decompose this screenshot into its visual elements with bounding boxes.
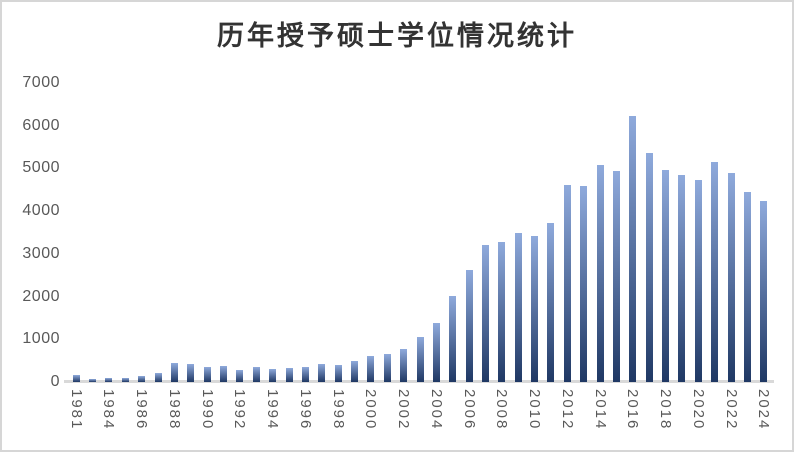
- bar: [334, 364, 342, 382]
- bar: [743, 191, 751, 382]
- bar: [481, 244, 489, 382]
- y-axis-tick-label: 3000: [22, 244, 60, 262]
- x-axis-tick-label: 1988: [165, 389, 183, 431]
- x-axis-tick-label: 2008: [493, 389, 511, 431]
- bar: [89, 378, 97, 382]
- y-axis-tick-label: 6000: [22, 116, 60, 134]
- bar: [465, 270, 473, 382]
- x-axis-tick-label: 2000: [362, 389, 380, 431]
- bar: [711, 162, 719, 382]
- bar: [596, 165, 604, 382]
- chart-title: 历年授予硕士学位情况统计: [217, 21, 577, 52]
- bar: [432, 322, 440, 382]
- bar: [760, 201, 768, 382]
- x-axis-tick-label: 1996: [296, 389, 314, 431]
- bar: [662, 169, 670, 382]
- bar: [203, 366, 211, 382]
- x-axis-tick-label: 1984: [100, 389, 118, 431]
- bar: [121, 377, 129, 382]
- bar: [187, 364, 195, 382]
- x-axis-tick-label: 2004: [427, 389, 445, 431]
- y-axis-tick-label: 4000: [22, 202, 60, 220]
- x-axis-tick-label: 2022: [722, 389, 740, 431]
- x-axis-tick-label: 2002: [395, 389, 413, 431]
- x-axis-tick-label: 2016: [624, 389, 642, 431]
- bar: [498, 241, 506, 382]
- x-axis-tick-label: 2018: [657, 389, 675, 431]
- bar: [154, 372, 162, 382]
- bar: [383, 354, 391, 382]
- bar: [727, 173, 735, 382]
- bar: [301, 366, 309, 382]
- y-axis-tick-label: 0: [50, 373, 60, 390]
- x-axis-tick-label: 2014: [591, 389, 609, 431]
- bar: [138, 376, 146, 382]
- bar: [400, 348, 408, 382]
- bar: [236, 370, 244, 382]
- bar: [514, 232, 522, 382]
- bar: [416, 337, 424, 382]
- bar: [252, 367, 260, 382]
- bar: [220, 366, 228, 382]
- y-axis-tick-label: 7000: [22, 74, 60, 91]
- bar: [367, 355, 375, 382]
- bar: [678, 174, 686, 382]
- bar: [351, 360, 358, 382]
- bar: [563, 184, 571, 382]
- bar: [318, 363, 326, 382]
- x-axis-tick-label: 2024: [755, 389, 773, 431]
- bar: [694, 180, 702, 382]
- x-axis-tick-label: 1994: [264, 389, 282, 431]
- x-axis-tick-label: 1998: [329, 389, 347, 431]
- bar: [645, 153, 653, 382]
- x-axis-tick-label: 2006: [460, 389, 478, 431]
- bar: [449, 296, 457, 382]
- bar: [170, 363, 178, 382]
- bar: [72, 374, 80, 382]
- bar: [531, 235, 539, 382]
- x-axis-tick-label: 1981: [67, 389, 85, 431]
- x-axis-tick-label: 2010: [526, 389, 544, 431]
- bar: [285, 367, 293, 382]
- y-axis-tick-label: 5000: [22, 159, 60, 177]
- y-axis-tick-label: 1000: [22, 330, 60, 348]
- y-axis-tick-label: 2000: [22, 287, 60, 305]
- bar: [269, 368, 277, 382]
- bar: [612, 170, 620, 382]
- bar: [629, 115, 637, 382]
- x-axis-tick-label: 2020: [689, 389, 707, 431]
- bar: [580, 185, 588, 382]
- x-axis-tick-label: 1986: [133, 389, 151, 431]
- x-axis-tick-label: 2012: [558, 389, 576, 431]
- bar: [547, 223, 555, 382]
- x-axis-tick-label: 1992: [231, 389, 249, 431]
- x-axis-tick-label: 1990: [198, 389, 216, 431]
- bar: [105, 377, 113, 382]
